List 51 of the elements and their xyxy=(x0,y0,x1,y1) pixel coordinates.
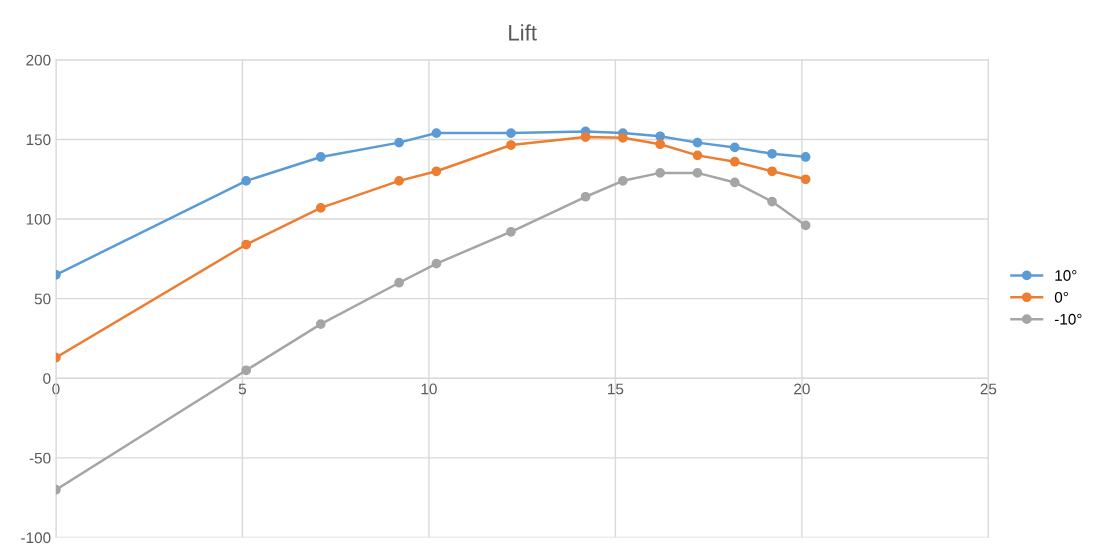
point xyxy=(767,148,777,159)
point xyxy=(729,142,740,153)
x-tick-label: 5 xyxy=(238,383,247,395)
point xyxy=(315,152,326,162)
y-tick-label: 150 xyxy=(26,134,51,146)
y-tick-label: 200 xyxy=(26,54,51,66)
x-tick-label: 0 xyxy=(52,383,60,395)
point xyxy=(655,168,666,178)
point xyxy=(241,175,252,186)
x-tick-label: 10 xyxy=(421,383,437,395)
point xyxy=(800,152,811,162)
point xyxy=(618,132,628,143)
point xyxy=(767,196,777,207)
point xyxy=(692,150,703,161)
x-tick-label: 20 xyxy=(794,383,810,395)
point xyxy=(655,139,666,150)
point xyxy=(315,319,326,329)
point xyxy=(580,191,591,202)
x-tick-label: 25 xyxy=(980,383,997,395)
point xyxy=(580,132,591,142)
point xyxy=(800,174,811,185)
point xyxy=(800,220,811,231)
point xyxy=(241,365,252,376)
legend-label: 0° xyxy=(1054,291,1068,303)
chart-title: Lift xyxy=(509,24,537,41)
point xyxy=(394,137,404,148)
point xyxy=(506,140,516,150)
point xyxy=(431,258,442,269)
point xyxy=(315,203,326,213)
point xyxy=(394,175,404,186)
y-tick-label: -50 xyxy=(29,452,51,464)
y-tick-label: 100 xyxy=(26,213,51,225)
y-tick-label: -100 xyxy=(21,532,51,544)
point xyxy=(618,175,628,186)
y-tick-label: 50 xyxy=(34,293,51,305)
legend-label: -10° xyxy=(1054,313,1082,325)
point xyxy=(241,239,252,250)
legend-label: 10° xyxy=(1055,270,1077,281)
point xyxy=(431,166,442,177)
x-tick-label: 15 xyxy=(608,383,624,395)
point xyxy=(767,166,777,177)
point xyxy=(655,131,666,142)
point xyxy=(394,277,404,288)
point xyxy=(506,128,516,138)
point xyxy=(729,177,740,188)
point xyxy=(692,168,703,178)
y-tick-label: 0 xyxy=(43,373,51,384)
point xyxy=(692,137,703,148)
point xyxy=(506,226,516,237)
point xyxy=(431,128,442,138)
point xyxy=(729,156,740,167)
